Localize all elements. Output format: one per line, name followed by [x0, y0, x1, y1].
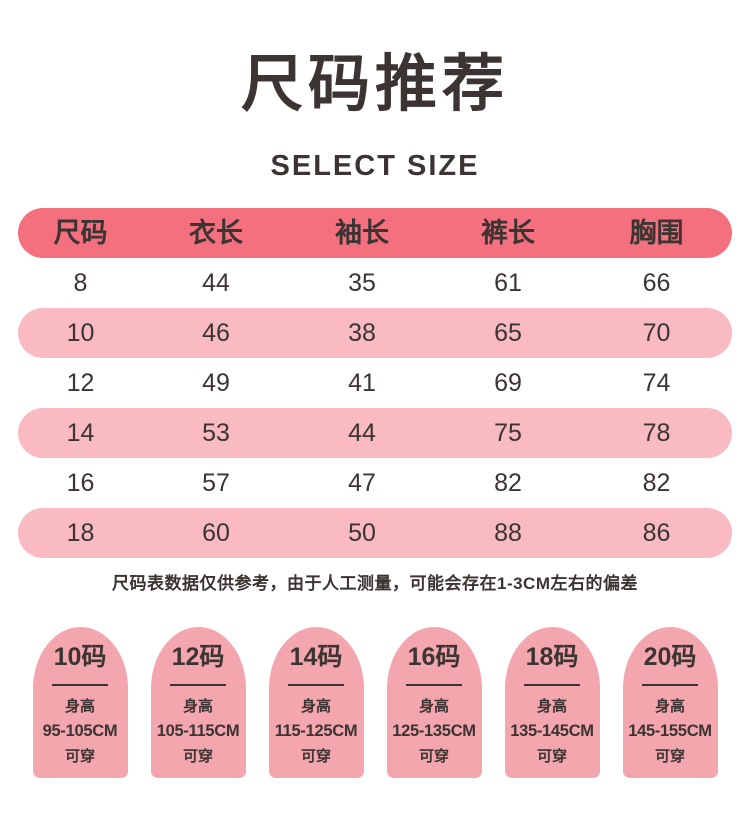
column-header: 胸围	[629, 218, 684, 248]
table-cell: 61	[494, 269, 522, 297]
table-cell: 74	[642, 369, 671, 397]
card-height-label: 身高	[64, 698, 95, 715]
table-cell: 38	[348, 319, 376, 347]
table-row: 18 60 50 88 86	[18, 508, 732, 558]
height-card: 12码身高 105-115CM 可穿	[150, 627, 246, 778]
card-divider	[406, 684, 462, 686]
card-size-label: 18码	[525, 643, 579, 671]
card-size-label: 10码	[53, 643, 107, 671]
table-row: 14 53 44 75 78	[18, 408, 732, 458]
table-cell: 47	[348, 469, 376, 497]
card-height-label: 身高	[300, 698, 331, 715]
card-height-range: 135-145CM	[510, 722, 594, 740]
height-card: 20码身高 145-155CM 可穿	[622, 627, 718, 778]
height-cards: 10码身高 95-105CM 可穿 12码身高 105-115CM 可穿 14码身高 115-…	[0, 627, 750, 778]
measurement-note: 尺码表数据仅供参考，由于人工测量，可能会存在1-3CM左右的偏差	[111, 574, 638, 593]
size-table: 尺码 衣长 袖长 裤长 胸围 8 44 35 61 66 10 46 38 65 70 12 49 41 69 74…	[18, 208, 732, 558]
card-fit-label: 可穿	[182, 748, 213, 765]
card-height-range: 95-105CM	[42, 722, 118, 740]
size-table-header: 尺码 衣长 袖长 裤长 胸围	[18, 208, 732, 258]
card-divider	[170, 684, 226, 686]
table-row: 8 44 35 61 66	[18, 258, 732, 308]
table-cell: 49	[202, 369, 230, 397]
table-cell: 78	[642, 419, 671, 447]
card-fit-label: 可穿	[654, 748, 685, 765]
size-table-body: 8 44 35 61 66 10 46 38 65 70 12 49 41 69 74 14 53 44 75 78 1…	[18, 258, 732, 558]
table-cell: 66	[642, 269, 671, 297]
card-height-range: 115-125CM	[274, 722, 358, 740]
page-subtitle: SELECT SIZE	[270, 150, 480, 182]
table-cell: 14	[66, 419, 95, 447]
card-fit-label: 可穿	[64, 748, 95, 765]
page-title: 尺码推荐	[240, 50, 509, 119]
table-cell: 50	[348, 519, 376, 547]
table-cell: 10	[66, 319, 95, 347]
height-card: 14码身高 115-125CM 可穿	[268, 627, 364, 778]
table-cell: 44	[348, 419, 376, 447]
card-size-label: 16码	[407, 643, 461, 671]
column-header: 尺码	[53, 218, 108, 248]
column-header: 袖长	[335, 218, 389, 248]
table-cell: 88	[494, 519, 522, 547]
table-cell: 18	[66, 519, 95, 547]
card-divider	[288, 684, 344, 686]
table-cell: 16	[66, 469, 95, 497]
card-size-label: 14码	[289, 643, 343, 671]
card-height-label: 身高	[418, 698, 449, 715]
table-cell: 82	[494, 469, 522, 497]
table-cell: 53	[202, 419, 230, 447]
table-cell: 65	[494, 319, 522, 347]
table-cell: 69	[494, 369, 522, 397]
table-cell: 41	[348, 369, 376, 397]
card-fit-label: 可穿	[536, 748, 567, 765]
card-fit-label: 可穿	[300, 748, 331, 765]
table-cell: 44	[202, 269, 230, 297]
card-height-label: 身高	[654, 698, 685, 715]
card-height-range: 125-135CM	[392, 722, 476, 740]
table-row: 12 49 41 69 74	[18, 358, 732, 408]
table-cell: 57	[202, 469, 230, 497]
card-divider	[524, 684, 580, 686]
table-row: 16 57 47 82 82	[18, 458, 732, 508]
table-cell: 12	[66, 369, 95, 397]
card-fit-label: 可穿	[418, 748, 449, 765]
card-divider	[642, 684, 698, 686]
column-header: 衣长	[189, 218, 243, 248]
card-height-label: 身高	[536, 698, 567, 715]
card-size-label: 20码	[643, 643, 697, 671]
table-cell: 86	[642, 519, 671, 547]
height-card: 10码身高 95-105CM 可穿	[32, 627, 128, 778]
table-cell: 46	[202, 319, 230, 347]
table-cell: 8	[73, 269, 88, 297]
height-card: 18码身高 135-145CM 可穿	[504, 627, 600, 778]
table-cell: 82	[642, 469, 671, 497]
header-block: 尺码推荐 SELECT SIZE	[0, 0, 750, 184]
card-divider	[52, 684, 108, 686]
table-row: 10 46 38 65 70	[18, 308, 732, 358]
height-card: 16码身高 125-135CM 可穿	[386, 627, 482, 778]
table-cell: 75	[494, 419, 522, 447]
table-cell: 35	[348, 269, 376, 297]
card-height-range: 105-115CM	[156, 722, 240, 740]
card-size-label: 12码	[171, 643, 225, 671]
card-height-label: 身高	[182, 698, 213, 715]
column-header: 裤长	[481, 218, 535, 248]
card-height-range: 145-155CM	[628, 722, 712, 740]
table-cell: 70	[642, 319, 671, 347]
table-cell: 60	[202, 519, 230, 547]
